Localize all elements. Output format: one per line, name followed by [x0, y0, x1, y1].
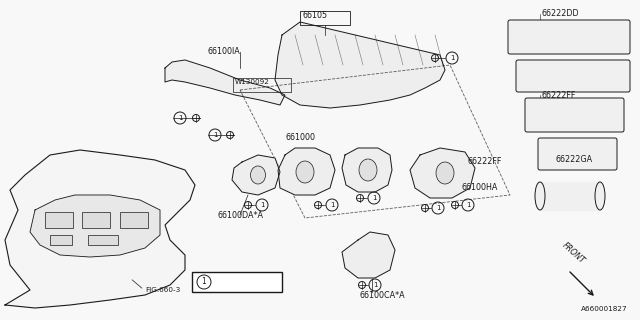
Text: 1: 1	[466, 202, 470, 208]
Text: 1: 1	[436, 205, 440, 211]
Text: 66222GA: 66222GA	[555, 156, 592, 164]
Text: 661000: 661000	[285, 133, 315, 142]
Text: 66100HA: 66100HA	[462, 183, 499, 193]
Text: 66105: 66105	[303, 11, 328, 20]
Polygon shape	[30, 195, 160, 257]
Text: 66222DD: 66222DD	[542, 10, 580, 19]
Polygon shape	[342, 232, 395, 278]
Text: 1: 1	[178, 115, 182, 121]
Text: 1: 1	[450, 55, 454, 61]
Polygon shape	[5, 150, 195, 308]
Text: 1: 1	[372, 195, 376, 201]
FancyBboxPatch shape	[192, 272, 282, 292]
Bar	[45, 212, 73, 228]
Bar	[300, 11, 350, 25]
Ellipse shape	[436, 162, 454, 184]
Bar	[120, 212, 148, 228]
Bar	[88, 235, 118, 245]
Bar	[233, 78, 291, 92]
Text: 66100DA*A: 66100DA*A	[218, 211, 264, 220]
Bar	[82, 212, 110, 228]
Text: 66100CA*A: 66100CA*A	[359, 291, 405, 300]
Text: W130092: W130092	[235, 79, 270, 85]
Polygon shape	[165, 60, 285, 105]
Ellipse shape	[595, 182, 605, 210]
Text: 0500025: 0500025	[216, 277, 252, 286]
Polygon shape	[275, 22, 445, 108]
Polygon shape	[540, 182, 600, 210]
Ellipse shape	[359, 159, 377, 181]
Text: 1: 1	[212, 132, 217, 138]
Ellipse shape	[296, 161, 314, 183]
Text: FIG.660-3: FIG.660-3	[145, 287, 180, 293]
Text: 1: 1	[330, 202, 334, 208]
Ellipse shape	[250, 166, 266, 184]
Text: 66100IA: 66100IA	[208, 47, 241, 57]
FancyBboxPatch shape	[508, 20, 630, 54]
Text: 66222FF: 66222FF	[542, 91, 577, 100]
Text: 1: 1	[202, 277, 206, 286]
FancyBboxPatch shape	[538, 138, 617, 170]
Text: 1: 1	[260, 202, 264, 208]
Text: FRONT: FRONT	[560, 240, 586, 265]
Text: 66222FF: 66222FF	[468, 157, 502, 166]
FancyBboxPatch shape	[525, 98, 624, 132]
Bar	[50, 235, 72, 245]
Text: A660001827: A660001827	[581, 306, 628, 312]
Polygon shape	[278, 148, 335, 195]
Polygon shape	[232, 155, 280, 195]
Polygon shape	[410, 148, 475, 198]
Text: 1: 1	[372, 282, 377, 288]
FancyBboxPatch shape	[516, 60, 630, 92]
Ellipse shape	[535, 182, 545, 210]
Polygon shape	[342, 148, 392, 192]
